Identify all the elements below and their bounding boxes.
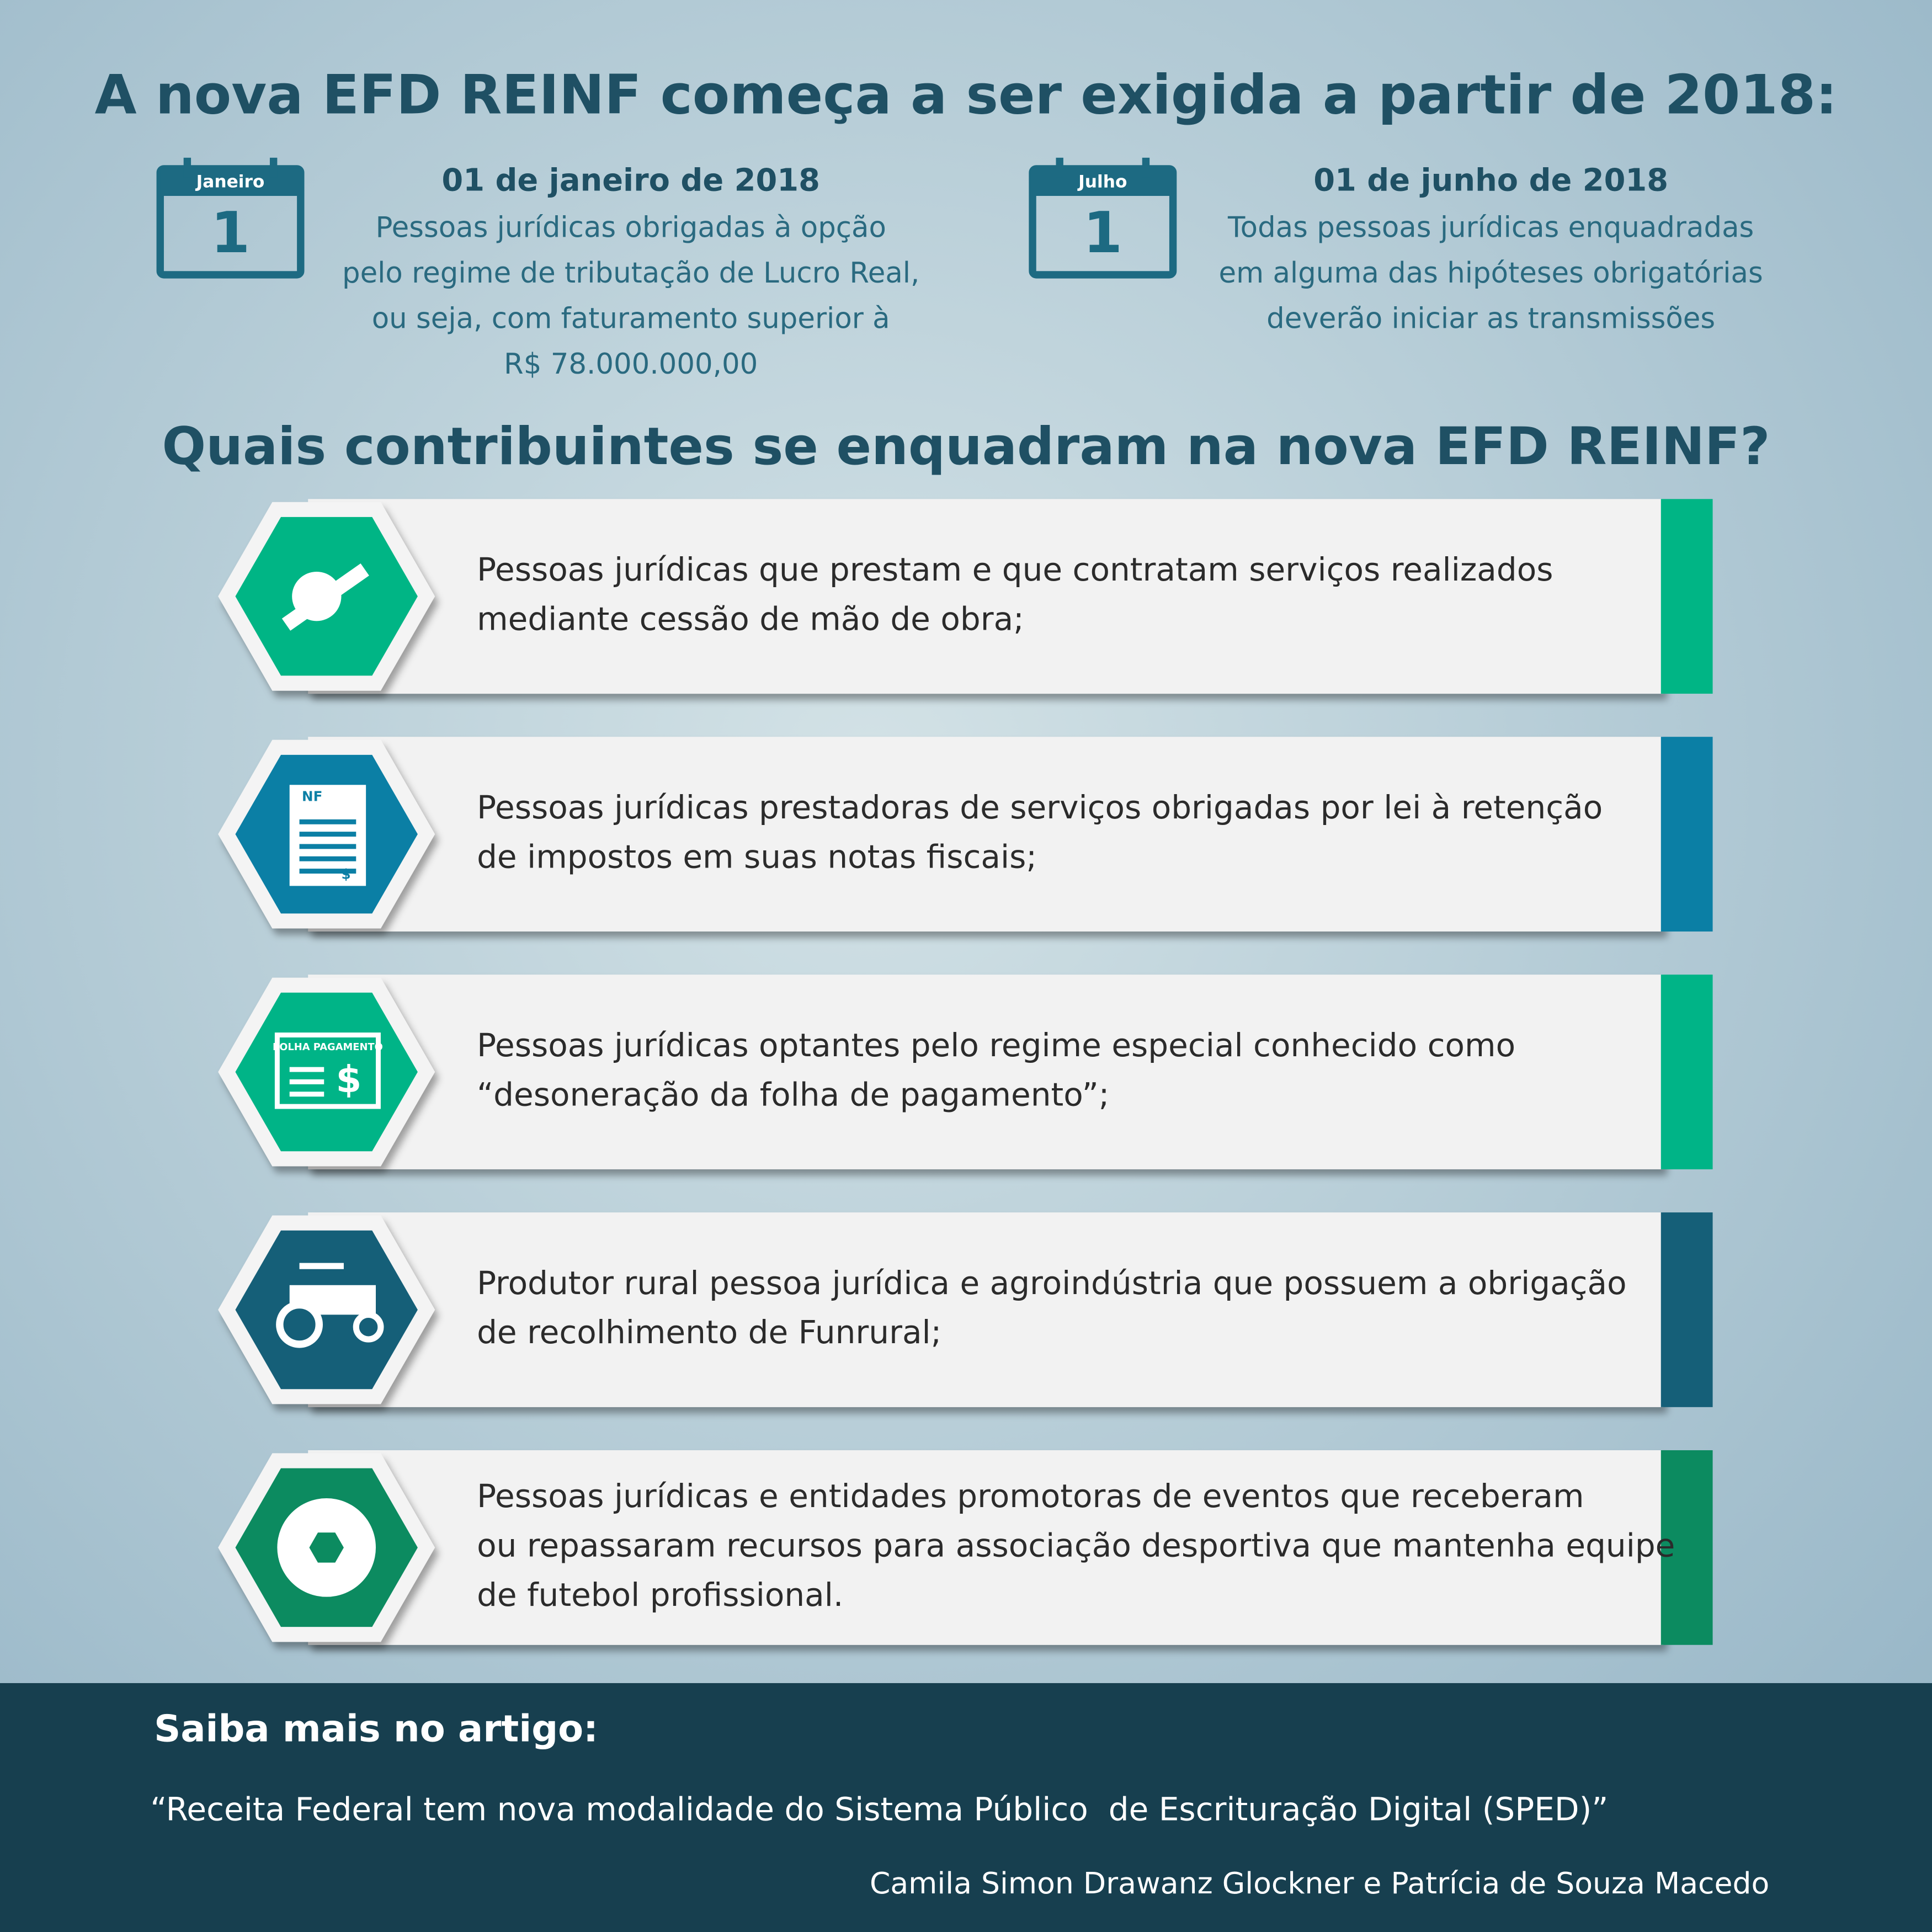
item-accent: [1660, 1450, 1713, 1645]
item-text: “desoneração da folha de pagamento”;: [477, 1076, 1109, 1113]
item-text: de impostos em suas notas fiscais;: [477, 838, 1037, 875]
icon-tractor-roof: [299, 1263, 344, 1269]
icon-hex: [235, 992, 418, 1152]
date-text: pelo regime de tributação de Lucro Real,: [342, 257, 919, 290]
date-heading: 01 de junho de 2018: [1313, 163, 1668, 199]
item-panel: [308, 1212, 1664, 1407]
date-text: deverão iniciar as transmissões: [1266, 302, 1715, 336]
icon-slip-line: [289, 1092, 324, 1097]
icon-doc-line: [299, 856, 356, 861]
item-text: Produtor rural pessoa jurídica e agroind…: [477, 1264, 1627, 1302]
item-text: Pessoas jurídicas prestadoras de serviço…: [477, 789, 1603, 826]
footer-band: [0, 1683, 1932, 1932]
footer-heading: Saiba mais no artigo:: [154, 1707, 598, 1750]
item-text: Pessoas jurídicas optantes pelo regime e…: [477, 1026, 1515, 1064]
icon-slip: [274, 1032, 381, 1109]
icon-wrench: [318, 563, 369, 605]
date-text: em alguma das hipóteses obrigatórias: [1219, 257, 1763, 290]
calendar-ring: [183, 157, 191, 178]
date-text: Pessoas jurídicas obrigadas à opção: [375, 211, 886, 244]
calendar-day: 1: [1083, 200, 1122, 266]
calendar-month: Julho: [1077, 172, 1127, 191]
item-panel: [308, 737, 1664, 932]
section-title: Quais contribuintes se enquadram na nova…: [162, 417, 1770, 477]
icon-doc-line: [299, 844, 356, 849]
item-panel: [308, 975, 1664, 1169]
icon-label: $: [336, 1058, 362, 1101]
calendar-day: 1: [211, 200, 250, 266]
item-panel: [308, 1450, 1664, 1645]
icon-slip-line: [289, 1079, 324, 1084]
item-panel: [308, 499, 1664, 694]
icon-doc-line: [299, 832, 356, 837]
item-text: de futebol profissional.: [477, 1576, 843, 1614]
item-text: ou repassaram recursos para associação d…: [477, 1526, 1675, 1564]
icon-wheel: [353, 1311, 384, 1343]
icon-doc-line: [299, 819, 356, 824]
title: A nova EFD REINF começa a ser exigida a …: [95, 63, 1838, 126]
icon-wheel: [276, 1301, 323, 1348]
calendar-ring: [1056, 157, 1063, 178]
date-heading: 01 de janeiro de 2018: [441, 163, 820, 199]
date-text: R$ 78.000.000,00: [504, 348, 758, 381]
calendar-month: Janeiro: [195, 172, 265, 191]
calendar-ring: [1142, 157, 1150, 178]
icon-doc-line: [299, 869, 356, 874]
calendar-ring: [269, 157, 278, 178]
item-text: de recolhimento de Funrural;: [477, 1313, 941, 1351]
icon-ball-patch: [309, 1532, 344, 1563]
item-accent: [1660, 1212, 1713, 1407]
item-text: Pessoas jurídicas e entidades promotoras…: [477, 1477, 1584, 1515]
icon-wrench: [281, 590, 331, 631]
footer-authors: Camila Simon Drawanz Glockner e Patrícia…: [870, 1866, 1769, 1901]
footer-article: “Receita Federal tem nova modalidade do …: [150, 1790, 1608, 1828]
item-accent: [1660, 737, 1713, 932]
icon-slip-line: [289, 1067, 324, 1072]
item-accent: [1660, 975, 1713, 1169]
date-text: ou seja, com faturamento superior à: [372, 302, 890, 336]
icon-label: $: [341, 866, 350, 882]
date-text: Todas pessoas jurídicas enquadradas: [1227, 211, 1754, 244]
icon-label: FOLHA PAGAMENTO: [273, 1041, 383, 1053]
item-text: mediante cessão de mão de obra;: [477, 600, 1024, 637]
item-accent: [1660, 499, 1713, 694]
icon-label: NF: [302, 789, 322, 805]
item-text: Pessoas jurídicas que prestam e que cont…: [477, 551, 1553, 588]
